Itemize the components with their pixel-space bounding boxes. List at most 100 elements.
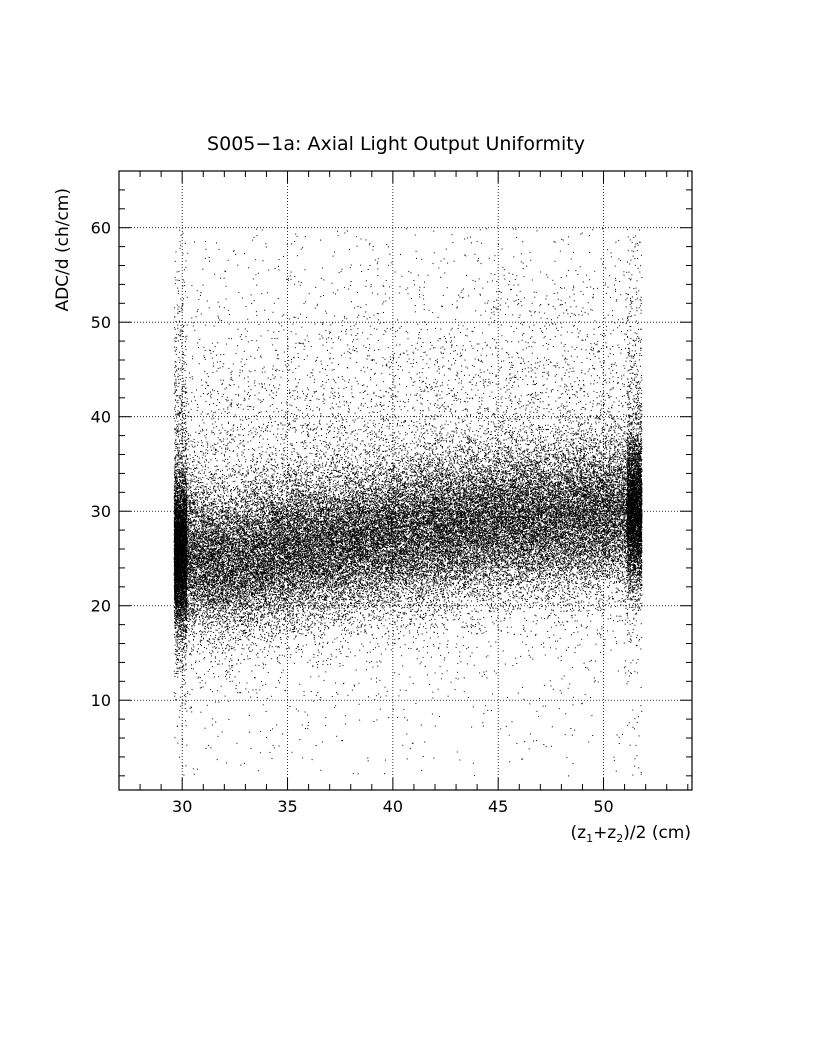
data-point [516, 575, 517, 576]
data-point [326, 490, 327, 491]
data-point [433, 454, 434, 455]
data-point [377, 268, 378, 269]
data-point [333, 477, 334, 478]
data-point [175, 376, 176, 377]
data-point [505, 529, 506, 530]
data-point [611, 389, 612, 390]
data-point [495, 467, 496, 468]
data-point [190, 598, 191, 599]
data-point [266, 528, 267, 529]
data-point [331, 573, 332, 574]
data-point [591, 541, 592, 542]
data-point [211, 418, 212, 419]
data-point [188, 433, 189, 434]
data-point [493, 311, 494, 312]
data-point [470, 463, 471, 464]
data-point [320, 338, 321, 339]
data-point [593, 459, 594, 460]
data-point [225, 510, 226, 511]
data-point [379, 431, 380, 432]
data-point [417, 466, 418, 467]
data-point [538, 466, 539, 467]
data-point [427, 467, 428, 468]
data-point [615, 423, 616, 424]
data-point [302, 459, 303, 460]
data-point [248, 576, 249, 577]
data-point [539, 433, 540, 434]
data-point [627, 446, 628, 447]
data-point [375, 511, 376, 512]
data-point [630, 366, 631, 367]
data-point [208, 559, 209, 560]
data-point [306, 586, 307, 587]
data-point [252, 614, 253, 615]
data-point [605, 454, 606, 455]
data-point [343, 509, 344, 510]
data-point [208, 413, 209, 414]
data-point [544, 579, 545, 580]
data-point [300, 473, 301, 474]
data-point [440, 666, 441, 667]
data-point [470, 341, 471, 342]
data-point [375, 470, 376, 471]
data-point [500, 481, 501, 482]
data-point [385, 760, 386, 761]
data-point [391, 490, 392, 491]
data-point [398, 553, 399, 554]
data-point [355, 335, 356, 336]
data-point [307, 619, 308, 620]
data-point [234, 526, 235, 527]
data-point [409, 494, 410, 495]
data-point [403, 487, 404, 488]
data-point [563, 453, 564, 454]
data-point [398, 357, 399, 358]
data-point [455, 540, 456, 541]
data-point [424, 445, 425, 446]
data-point [393, 465, 394, 466]
data-point [440, 395, 441, 396]
data-point [248, 692, 249, 693]
data-point [370, 480, 371, 481]
data-point [506, 477, 507, 478]
data-point [314, 514, 315, 515]
data-point [529, 468, 530, 469]
data-point [438, 317, 439, 318]
data-point [641, 375, 642, 376]
data-point [330, 622, 331, 623]
data-point [292, 428, 293, 429]
data-point [613, 402, 614, 403]
data-point [348, 546, 349, 547]
data-point [357, 611, 358, 612]
data-point [218, 516, 219, 517]
data-point [336, 404, 337, 405]
data-point [569, 605, 570, 606]
data-point [186, 701, 187, 702]
data-point [469, 562, 470, 563]
data-point [327, 365, 328, 366]
data-point [222, 477, 223, 478]
data-point [617, 471, 618, 472]
data-point [446, 629, 447, 630]
data-point [212, 650, 213, 651]
data-point [592, 442, 593, 443]
data-point [223, 354, 224, 355]
data-point [216, 242, 217, 243]
data-point [583, 433, 584, 434]
data-point [318, 461, 319, 462]
data-point [377, 625, 378, 626]
data-point [518, 357, 519, 358]
data-point [396, 606, 397, 607]
data-point [563, 571, 564, 572]
data-point [280, 551, 281, 552]
data-point [449, 549, 450, 550]
data-point [618, 418, 619, 419]
data-point [495, 446, 496, 447]
data-point [336, 586, 337, 587]
data-point [355, 503, 356, 504]
data-point [332, 642, 333, 643]
data-point [496, 342, 497, 343]
data-point [292, 520, 293, 521]
data-point [490, 569, 491, 570]
data-point [572, 574, 573, 575]
